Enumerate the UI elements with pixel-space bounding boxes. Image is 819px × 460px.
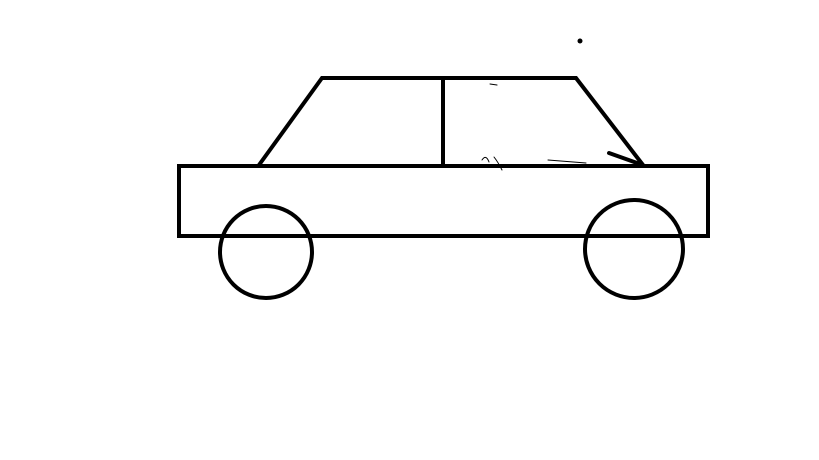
rear-wheel (218, 204, 314, 300)
sketch-scribble-2 (481, 156, 503, 171)
car-body (177, 164, 710, 238)
car-cabin (257, 76, 645, 167)
front-wheel (583, 198, 685, 300)
stray-dot (577, 38, 583, 44)
sketch-tick (489, 83, 498, 86)
windshield-mark (607, 151, 642, 166)
sketch-scribble (547, 159, 587, 164)
